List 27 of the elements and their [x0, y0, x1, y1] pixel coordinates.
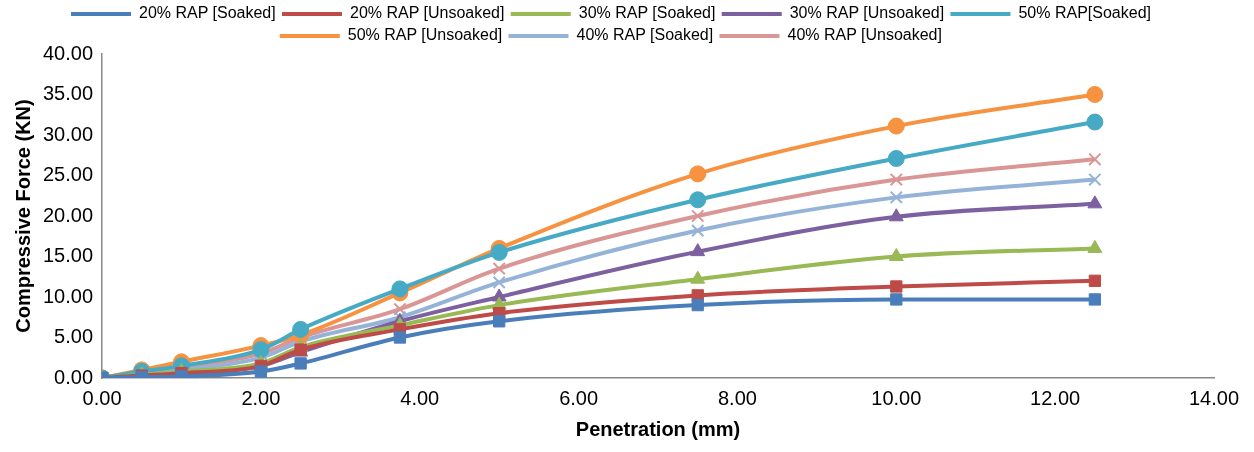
y-tick-label: 5.00: [54, 325, 94, 348]
x-tick-label: 4.00: [400, 386, 440, 409]
x-tick-label: 6.00: [559, 386, 599, 409]
x-tick-label: 14.00: [1188, 386, 1240, 409]
x-tick-label: 8.00: [717, 386, 757, 409]
legend-label: 20% RAP [Soaked]: [139, 4, 276, 22]
y-tick-label: 15.00: [42, 244, 94, 267]
x-tick-label: 0.00: [82, 386, 122, 409]
x-tick-label: 10.00: [871, 386, 922, 409]
y-tick-label: 0.00: [54, 365, 94, 388]
legend-label: 40% RAP [Soaked]: [576, 26, 714, 44]
x-axis-title: Penetration (mm): [575, 417, 741, 440]
legend-label: 30% RAP [Soaked]: [578, 4, 716, 22]
x-tick-label: 2.00: [241, 386, 281, 409]
legend-label: 50% RAP [Unsoaked]: [347, 26, 503, 44]
y-tick-label: 10.00: [42, 284, 94, 307]
y-tick-label: 30.00: [42, 122, 94, 145]
legend-label: 20% RAP [Unsoaked]: [349, 4, 505, 22]
legend-label: 30% RAP [Unsoaked]: [789, 4, 945, 22]
y-tick-label: 20.00: [42, 203, 94, 226]
legend-label: 50% RAP[Soaked]: [1018, 4, 1151, 22]
legend-label: 40% RAP [Unsoaked]: [787, 26, 942, 44]
y-tick-label: 25.00: [42, 163, 94, 186]
y-tick-label: 40.00: [42, 41, 94, 64]
y-axis-title: Compressive Force (KN): [11, 99, 34, 333]
x-tick-label: 12.00: [1030, 386, 1081, 409]
y-tick-label: 35.00: [42, 82, 94, 105]
